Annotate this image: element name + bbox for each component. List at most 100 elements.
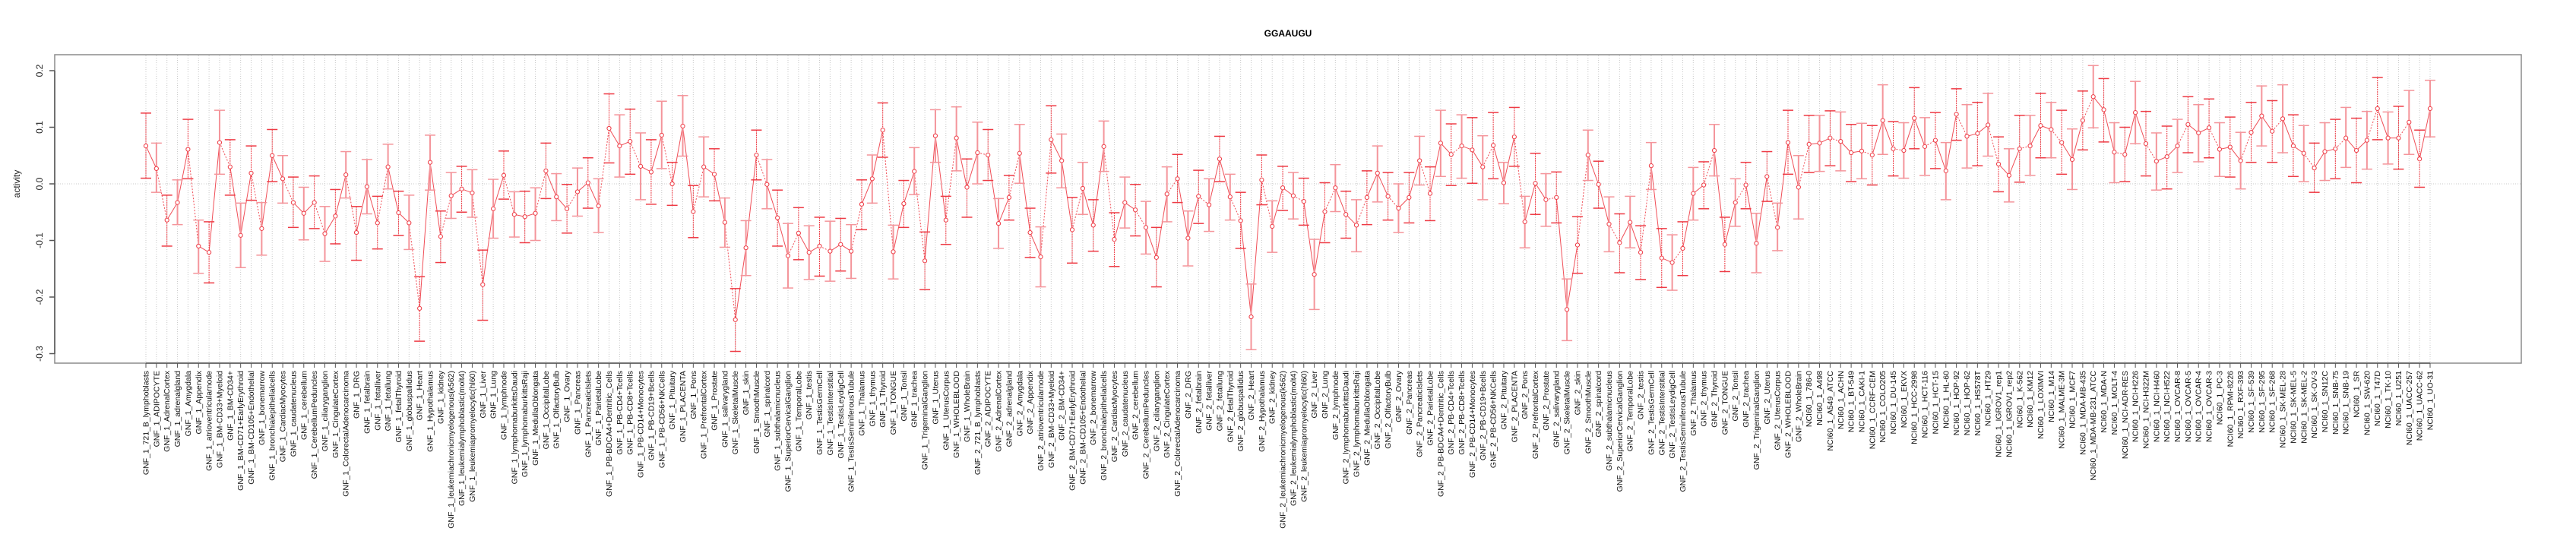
x-tick-label: GNF_1_caudatenucleus (289, 371, 298, 457)
data-point (353, 229, 359, 236)
data-point (1396, 205, 1401, 211)
data-point (2196, 130, 2201, 136)
x-tick-label: GNF_2_lymphomaburkittsRaji (1353, 371, 1362, 477)
x-tick-label: NCI60_1_TK-10 (2384, 371, 2393, 428)
data-point (880, 128, 885, 133)
data-point (659, 132, 664, 138)
series-line-segment (1229, 196, 1242, 221)
data-point (2175, 143, 2180, 149)
x-tick-label: NCI60_1_LOXIMVI (2036, 371, 2046, 439)
x-tick-label: GNF_2_BM-CD105+Endothelial (1078, 371, 1087, 485)
x-tick-label: NCI60_1_SNB-75 (2331, 371, 2340, 435)
series-line-segment (1735, 185, 1747, 203)
data-point (1954, 112, 1959, 117)
series-line-segment (2240, 132, 2252, 161)
x-tick-label: GNF_2_Pancreas (1405, 371, 1414, 435)
data-point (480, 282, 486, 287)
x-tick-label: GNF_2_cerebellum (1131, 371, 1141, 440)
data-point (1090, 223, 1096, 228)
data-point (333, 213, 338, 219)
data-point (2364, 138, 2369, 143)
data-point (1775, 225, 1780, 230)
data-point (711, 172, 717, 177)
x-tick-label: NCI60_1_HS578T (1973, 370, 1983, 435)
x-tick-label: GNF_2_TestisGermCell (1647, 371, 1656, 455)
series-line-segment (219, 142, 231, 167)
data-point (628, 139, 633, 144)
series-line-segment (1324, 188, 1336, 212)
x-tick-label: NCI60_1_MOLT-4 (2110, 371, 2119, 435)
x-tick-label: GNF_2_721_B_lymphoblasts (973, 371, 983, 475)
x-tick-label: NCI60_1_A549_ATCC (1826, 371, 1835, 451)
data-point (2122, 152, 2128, 157)
data-point (1733, 200, 1738, 205)
x-tick-label: NCI60_1_ACHN (1837, 371, 1846, 429)
x-tick-label: GNF_1_SmoothMuscle (752, 371, 761, 454)
data-point (1628, 220, 1633, 225)
data-point (1606, 221, 1612, 226)
data-point (828, 248, 833, 254)
series-line-segment (1345, 213, 1357, 226)
x-tick-label: GNF_1_SuperiorCervicalGanglion (784, 371, 793, 492)
x-tick-label: GNF_2_TrigeminalGanglion (1752, 371, 1761, 470)
data-point (1375, 170, 1380, 175)
data-point (785, 253, 791, 258)
data-point (1533, 181, 1538, 186)
data-point (596, 203, 601, 209)
data-point (2133, 110, 2138, 115)
data-point (2090, 94, 2096, 100)
x-tick-label: NCI60_1_NCI-H522 (2163, 371, 2172, 442)
data-point (1280, 185, 1286, 191)
data-point (143, 143, 149, 149)
series-line-segment (1492, 145, 1505, 183)
x-tick-label: NCI60_1_MDA-N (2100, 371, 2109, 433)
data-point (1238, 218, 1243, 223)
data-point (891, 249, 896, 255)
series-line-segment (1745, 185, 1757, 244)
x-tick-label: GNF_1_kidney (436, 370, 445, 424)
data-point (1891, 146, 1896, 151)
data-point (585, 180, 590, 185)
x-tick-label: GNF_1_MedullaOblongata (531, 371, 540, 466)
data-point (638, 163, 644, 169)
series-line-segment (1261, 179, 1273, 226)
series-line-segment (2145, 143, 2157, 162)
series-line-segment (1388, 196, 1399, 209)
x-tick-label: GNF_1_CardiacMyocytes (279, 371, 288, 462)
series-line-segment (1987, 125, 1999, 165)
series-line-segment (956, 138, 967, 188)
data-point (1227, 194, 1233, 200)
data-point (2375, 106, 2380, 112)
data-point (2238, 158, 2243, 163)
series-line-segment (324, 216, 336, 234)
data-point (2417, 157, 2423, 162)
x-tick-label: GNF_2_Pons (1521, 371, 1530, 419)
data-point (1049, 137, 1054, 142)
data-point (2301, 150, 2306, 156)
x-tick-label: GNF_2_Tonsil (1731, 371, 1740, 422)
x-tick-label: GNF_2_CingulateCortex (1163, 370, 1172, 458)
data-point (1522, 219, 1527, 225)
series-line-segment (1419, 160, 1431, 194)
x-tick-label: GNF_1_ADIPOCYTE (152, 371, 161, 447)
x-tick-label: NCI60_1_K-562 (2015, 371, 2024, 428)
x-tick-label: GNF_2_PrefrontalCortex (1531, 370, 1540, 459)
data-point (574, 189, 581, 194)
x-tick-label: NCI60_1_UACC-62 (2416, 371, 2425, 441)
x-tick-label: GNF_2_TestisSeminiferousTubule (1679, 371, 1688, 492)
data-point (2385, 135, 2391, 141)
x-tick-label: GNF_1_TestisSeminiferousTubule (847, 371, 856, 492)
data-point (322, 231, 328, 236)
series-line-segment (2082, 96, 2094, 121)
series-line-segment (1609, 223, 1620, 243)
x-tick-label: GNF_1_Pancreas (573, 371, 582, 435)
x-tick-label: GNF_2_BM-CD71+EarlyErythroid (1068, 371, 1078, 491)
x-tick-label: GNF_2_fetalliver (1205, 370, 1214, 430)
data-point (2290, 143, 2296, 149)
data-point (2248, 130, 2254, 135)
data-point (1975, 131, 1980, 136)
x-tick-label: GNF_1_Hypothalamus (426, 371, 435, 452)
data-point (438, 234, 443, 239)
x-tick-label: GNF_2_Thyroid (1710, 371, 1720, 428)
series-line-segment (398, 212, 410, 223)
